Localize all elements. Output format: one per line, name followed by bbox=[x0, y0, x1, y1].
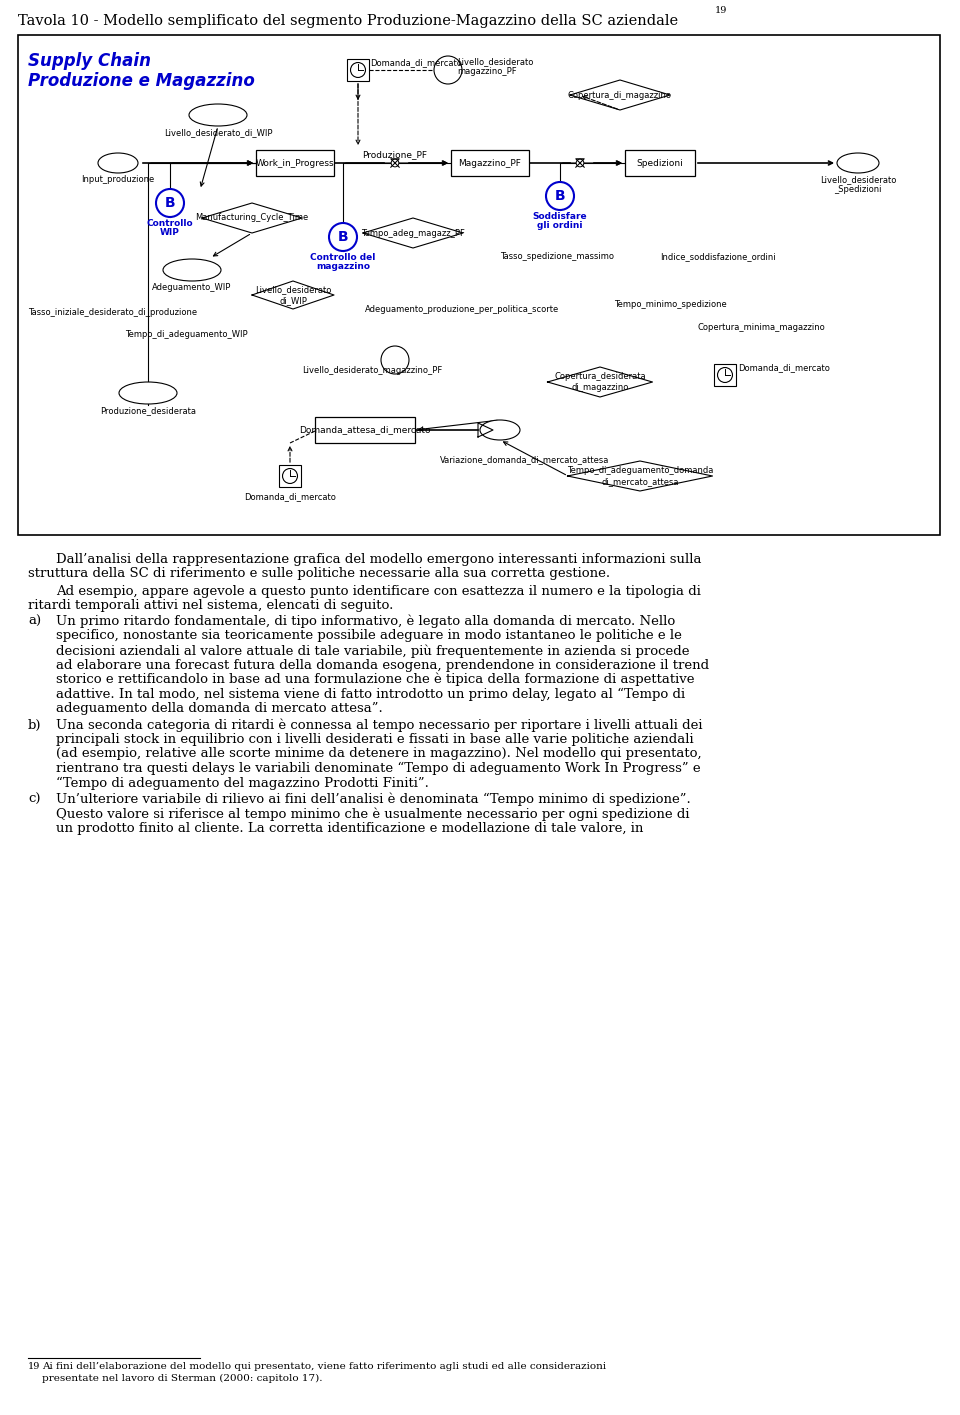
Circle shape bbox=[546, 183, 574, 209]
Text: Tavola 10 - Modello semplificato del segmento Produzione-Magazzino della SC azie: Tavola 10 - Modello semplificato del seg… bbox=[18, 14, 678, 28]
Text: Soddisfare: Soddisfare bbox=[533, 212, 588, 221]
Circle shape bbox=[329, 224, 357, 250]
Text: Magazzino_PF: Magazzino_PF bbox=[459, 158, 521, 167]
Bar bbox=[347, 59, 369, 81]
Bar bbox=[279, 466, 301, 487]
Text: B: B bbox=[555, 190, 565, 202]
Text: gli ordini: gli ordini bbox=[538, 221, 583, 231]
Text: 19: 19 bbox=[28, 1363, 40, 1371]
Circle shape bbox=[434, 57, 462, 83]
Text: b): b) bbox=[28, 719, 41, 732]
Bar bbox=[18, 35, 940, 535]
Text: Questo valore si riferisce al tempo minimo che è usualmente necessario per ogni : Questo valore si riferisce al tempo mini… bbox=[56, 808, 689, 821]
Text: Input_produzione: Input_produzione bbox=[82, 175, 155, 184]
Ellipse shape bbox=[98, 153, 138, 173]
Text: Controllo del: Controllo del bbox=[310, 253, 375, 262]
Bar bbox=[625, 150, 695, 175]
Text: B: B bbox=[338, 231, 348, 243]
Polygon shape bbox=[567, 461, 712, 491]
Polygon shape bbox=[363, 218, 463, 248]
Text: Tasso_spedizione_massimo: Tasso_spedizione_massimo bbox=[500, 252, 614, 260]
Text: Indice_soddisfazione_ordini: Indice_soddisfazione_ordini bbox=[660, 252, 776, 260]
Text: Ad esempio, appare agevole a questo punto identificare con esattezza il numero e: Ad esempio, appare agevole a questo punt… bbox=[56, 584, 701, 599]
Text: struttura della SC di riferimento e sulle politiche necessarie alla sua corretta: struttura della SC di riferimento e sull… bbox=[28, 567, 611, 580]
Text: Livello_desiderato_magazzino_PF: Livello_desiderato_magazzino_PF bbox=[302, 366, 443, 375]
Circle shape bbox=[381, 347, 409, 374]
Text: Supply Chain: Supply Chain bbox=[28, 52, 151, 69]
Text: Dall’analisi della rappresentazione grafica del modello emergono interessanti in: Dall’analisi della rappresentazione graf… bbox=[56, 553, 702, 566]
Ellipse shape bbox=[119, 382, 177, 405]
Text: Controllo: Controllo bbox=[147, 219, 193, 228]
Text: Manufacturing_Cycle_Time: Manufacturing_Cycle_Time bbox=[196, 214, 308, 222]
Text: magazzino: magazzino bbox=[316, 262, 370, 272]
Circle shape bbox=[717, 368, 732, 382]
Text: principali stock in equilibrio con i livelli desiderati e fissati in base alle v: principali stock in equilibrio con i liv… bbox=[56, 733, 694, 746]
Text: Una seconda categoria di ritardi è connessa al tempo necessario per riportare i : Una seconda categoria di ritardi è conne… bbox=[56, 719, 703, 732]
Text: c): c) bbox=[28, 792, 40, 807]
Text: Un’ulteriore variabile di rilievo ai fini dell’analisi è denominata “Tempo minim: Un’ulteriore variabile di rilievo ai fin… bbox=[56, 792, 691, 807]
Text: presentate nel lavoro di Sterman (2000: capitolo 17).: presentate nel lavoro di Sterman (2000: … bbox=[42, 1374, 323, 1382]
Ellipse shape bbox=[163, 259, 221, 282]
Text: Tasso_iniziale_desiderato_di_produzione: Tasso_iniziale_desiderato_di_produzione bbox=[28, 308, 197, 317]
Bar bbox=[714, 364, 736, 386]
Text: ad elaborare una forecast futura della domanda esogena, prendendone in considera: ad elaborare una forecast futura della d… bbox=[56, 658, 709, 672]
Text: Tempo_di_adeguamento_WIP: Tempo_di_adeguamento_WIP bbox=[125, 330, 248, 340]
Polygon shape bbox=[252, 282, 334, 308]
Text: a): a) bbox=[28, 616, 41, 628]
Circle shape bbox=[576, 158, 584, 167]
Text: Domanda_di_mercato: Domanda_di_mercato bbox=[738, 364, 829, 372]
Text: (ad esempio, relative alle scorte minime da detenere in magazzino). Nel modello : (ad esempio, relative alle scorte minime… bbox=[56, 747, 702, 760]
Text: Produzione_desiderata: Produzione_desiderata bbox=[100, 406, 196, 415]
Text: Adeguamento_WIP: Adeguamento_WIP bbox=[153, 283, 231, 291]
Polygon shape bbox=[202, 202, 302, 233]
Text: rientrano tra questi delays le variabili denominate “Tempo di adeguamento Work I: rientrano tra questi delays le variabili… bbox=[56, 763, 701, 775]
Ellipse shape bbox=[189, 103, 247, 126]
Polygon shape bbox=[547, 366, 653, 398]
Text: storico e rettificandolo in base ad una formulazione che è tipica della formazio: storico e rettificandolo in base ad una … bbox=[56, 674, 694, 686]
Text: Copertura_minima_magazzino: Copertura_minima_magazzino bbox=[698, 323, 826, 333]
Text: Livello_desiderato_di_WIP: Livello_desiderato_di_WIP bbox=[164, 127, 273, 137]
Text: Domanda_di_mercato: Domanda_di_mercato bbox=[370, 58, 462, 67]
Text: Domanda_attesa_di_mercato: Domanda_attesa_di_mercato bbox=[300, 426, 431, 434]
Bar bbox=[451, 150, 529, 175]
Text: specifico, nonostante sia teoricamente possibile adeguare in modo istantaneo le : specifico, nonostante sia teoricamente p… bbox=[56, 630, 682, 642]
Text: WIP: WIP bbox=[160, 228, 180, 236]
Text: ritardi temporali attivi nel sistema, elencati di seguito.: ritardi temporali attivi nel sistema, el… bbox=[28, 600, 394, 613]
Text: Ai fini dell’elaborazione del modello qui presentato, viene fatto riferimento ag: Ai fini dell’elaborazione del modello qu… bbox=[42, 1363, 606, 1371]
Circle shape bbox=[350, 62, 366, 78]
Circle shape bbox=[282, 468, 298, 484]
Text: “Tempo di adeguamento del magazzino Prodotti Finiti”.: “Tempo di adeguamento del magazzino Prod… bbox=[56, 777, 429, 790]
Bar bbox=[256, 150, 334, 175]
Text: adattive. In tal modo, nel sistema viene di fatto introdotto un primo delay, leg: adattive. In tal modo, nel sistema viene… bbox=[56, 688, 685, 700]
Text: Tempo_minimo_spedizione: Tempo_minimo_spedizione bbox=[614, 300, 727, 308]
Text: un prodotto finito al cliente. La corretta identificazione e modellazione di tal: un prodotto finito al cliente. La corret… bbox=[56, 822, 643, 835]
Text: Copertura_desiderata
di_magazzino: Copertura_desiderata di_magazzino bbox=[554, 372, 646, 392]
Text: Tempo_adeg_magazz_PF: Tempo_adeg_magazz_PF bbox=[361, 228, 465, 238]
Circle shape bbox=[156, 190, 184, 216]
Text: Produzione_PF: Produzione_PF bbox=[363, 150, 427, 158]
Circle shape bbox=[391, 158, 398, 167]
Bar bbox=[315, 417, 415, 443]
Text: Adeguamento_produzione_per_politica_scorte: Adeguamento_produzione_per_politica_scor… bbox=[365, 306, 560, 314]
Text: Un primo ritardo fondamentale, di tipo informativo, è legato alla domanda di mer: Un primo ritardo fondamentale, di tipo i… bbox=[56, 616, 675, 628]
Text: B: B bbox=[165, 197, 176, 209]
Text: adeguamento della domanda di mercato attesa”.: adeguamento della domanda di mercato att… bbox=[56, 702, 383, 715]
Text: Domanda_di_mercato: Domanda_di_mercato bbox=[244, 492, 336, 501]
Text: Copertura_di_magazzino: Copertura_di_magazzino bbox=[568, 91, 672, 99]
Text: 19: 19 bbox=[715, 6, 728, 16]
Ellipse shape bbox=[480, 420, 520, 440]
Text: Livello_desiderato
magazzino_PF: Livello_desiderato magazzino_PF bbox=[457, 57, 534, 76]
Text: decisioni aziendali al valore attuale di tale variabile, più frequentemente in a: decisioni aziendali al valore attuale di… bbox=[56, 644, 689, 658]
Text: Livello_desiderato
di_WIP: Livello_desiderato di_WIP bbox=[254, 286, 331, 304]
Text: Produzione e Magazzino: Produzione e Magazzino bbox=[28, 72, 254, 91]
Ellipse shape bbox=[837, 153, 879, 173]
Text: Tempo_di_adeguamento_domanda
di_mercato_attesa: Tempo_di_adeguamento_domanda di_mercato_… bbox=[566, 467, 713, 485]
Text: Spedizioni: Spedizioni bbox=[636, 158, 684, 167]
Text: Work_in_Progress: Work_in_Progress bbox=[255, 158, 334, 167]
Text: Variazione_domanda_di_mercato_attesa: Variazione_domanda_di_mercato_attesa bbox=[440, 456, 610, 464]
Polygon shape bbox=[570, 81, 670, 110]
Text: Livello_desiderato
_Spedizioni: Livello_desiderato _Spedizioni bbox=[820, 175, 897, 194]
